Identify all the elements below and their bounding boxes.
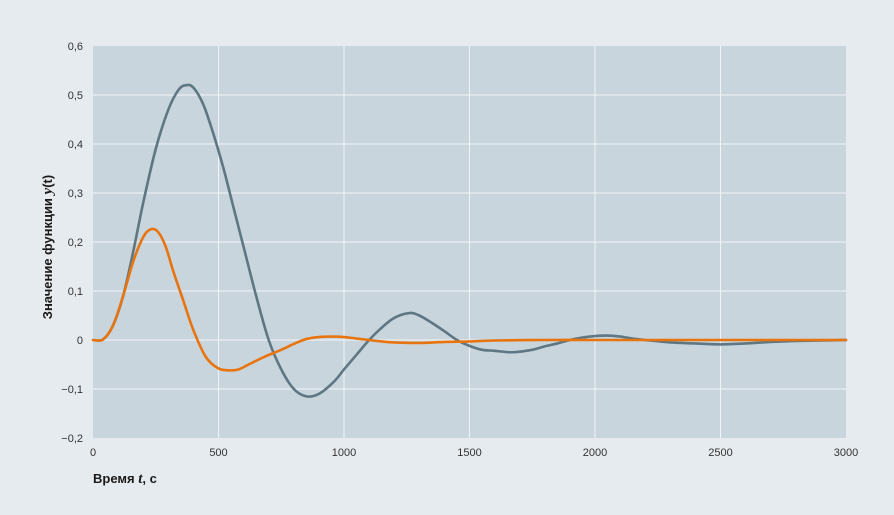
x-tick-label: 1000 (332, 447, 356, 459)
x-tick-label: 1500 (457, 447, 481, 459)
y-axis-ticks: −0,2 −0,1 0 0,1 0,2 0,3 0,4 0,5 0,6 (61, 41, 83, 445)
x-tick-label: 2500 (708, 447, 732, 459)
x-tick-label: 2000 (583, 447, 607, 459)
x-tick-label: 3000 (834, 447, 858, 459)
y-tick-label: 0,4 (68, 139, 83, 151)
x-axis-ticks: 0 500 1000 1500 2000 2500 3000 (90, 447, 858, 459)
y-axis-title-prefix: Значение функции (40, 194, 55, 319)
y-tick-label: 0,5 (68, 90, 83, 102)
x-tick-label: 0 (90, 447, 96, 459)
y-axis-title-var: y (40, 187, 56, 196)
y-axis-title-suffix: (t) (40, 175, 55, 188)
series-line-orange (91, 227, 848, 372)
x-axis-title: Время t, с (93, 471, 157, 487)
y-axis-title: Значение функции y(t) (40, 175, 56, 319)
x-axis-title-suffix: , с (142, 471, 156, 486)
series-line-gray (91, 83, 848, 398)
y-tick-label: 0 (77, 335, 83, 347)
y-tick-label: 0,6 (68, 41, 83, 53)
x-tick-label: 500 (209, 447, 227, 459)
y-tick-label: −0,2 (61, 433, 83, 445)
x-axis-title-var: t (138, 471, 143, 487)
x-axis-title-prefix: Время (93, 471, 138, 486)
y-tick-label: 0,3 (68, 188, 83, 200)
y-tick-label: 0,2 (68, 237, 83, 249)
series-layer (91, 83, 848, 398)
y-tick-label: 0,1 (68, 286, 83, 298)
y-tick-label: −0,1 (61, 384, 83, 396)
